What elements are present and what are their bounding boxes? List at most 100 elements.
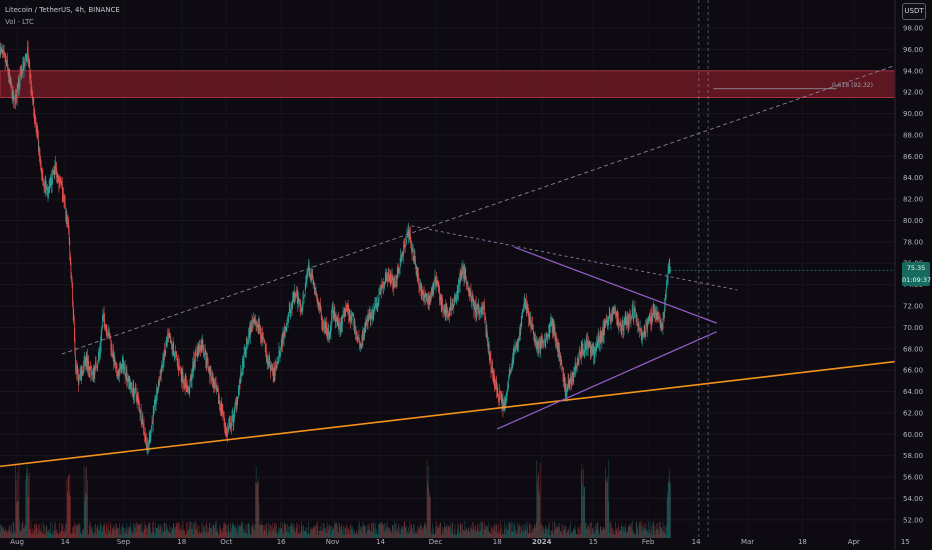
candle-body [617, 315, 619, 320]
volume-bar [132, 534, 133, 538]
candle-body [44, 185, 45, 187]
candle-body [103, 313, 105, 320]
volume-bar [505, 527, 507, 538]
volume-bar [399, 533, 400, 538]
volume-bar [223, 521, 225, 538]
volume-bar [270, 524, 271, 538]
candle-body [655, 313, 657, 320]
volume-bar [281, 529, 283, 538]
volume-bar [127, 527, 129, 538]
volume-bar [3, 526, 4, 538]
candle-body [427, 301, 428, 303]
candle-body [485, 316, 486, 321]
candle-body [262, 332, 263, 340]
volume-bar [615, 521, 616, 538]
volume-bar [430, 531, 432, 538]
volume-bar [466, 528, 467, 538]
candle-body [322, 325, 324, 327]
volume-bar [236, 531, 238, 538]
volume-bar [414, 524, 415, 538]
candle-body [521, 319, 522, 328]
volume-bar [356, 534, 358, 538]
candle-body [528, 312, 530, 321]
candle-body [126, 371, 127, 378]
volume-bar [204, 525, 206, 538]
candle-body [451, 302, 453, 309]
volume-bar [634, 533, 635, 538]
volume-bar [80, 534, 82, 538]
candle-body [423, 292, 424, 301]
candle-body [75, 366, 77, 368]
candle-body [292, 297, 294, 309]
volume-bar [39, 528, 41, 538]
candle-body [17, 84, 19, 91]
volume-bar [587, 526, 589, 538]
volume-bar [642, 526, 643, 538]
volume-bar [66, 478, 68, 538]
volume-bar [432, 522, 434, 538]
candle-body [28, 61, 30, 67]
volume-bar [449, 527, 450, 538]
candle-body [7, 60, 8, 67]
candle-body [0, 48, 1, 56]
candle-body [236, 400, 238, 405]
candle-body [298, 298, 300, 301]
volume-bar [526, 530, 527, 538]
volume-bar [415, 530, 417, 538]
candle-body [609, 312, 611, 317]
candle-body [45, 181, 47, 189]
candle-body [139, 403, 140, 412]
volume-bar [489, 532, 491, 538]
volume-bar [571, 531, 572, 538]
candle-body [149, 436, 151, 441]
volume-bar [437, 526, 439, 538]
volume-bar [631, 522, 632, 538]
candle-body [288, 312, 290, 321]
candle-body [446, 304, 447, 314]
candle-body [635, 312, 637, 320]
volume-bar [407, 531, 408, 538]
candle-body [78, 375, 79, 384]
volume-bar [643, 528, 645, 538]
volume-bar [617, 528, 619, 538]
volume-bar [388, 526, 390, 538]
volume-bar [83, 465, 85, 538]
candle-body [514, 350, 515, 353]
volume-bar [52, 534, 53, 538]
y-tick-label: 82.00 [903, 196, 923, 204]
candle-body [661, 324, 663, 330]
candle-body [489, 356, 491, 358]
candle-body [111, 345, 112, 350]
volume-bar [3, 530, 5, 538]
volume-bar [627, 531, 628, 538]
candle-body [595, 349, 597, 352]
volume-bar [475, 525, 476, 538]
candle-body [563, 373, 564, 383]
candle-body [356, 335, 358, 338]
volume-bar [72, 528, 74, 538]
volume-bar [576, 534, 578, 538]
candle-body [173, 350, 175, 356]
volume-bar [220, 532, 222, 538]
volume-bar [366, 525, 368, 538]
candle-body [427, 295, 429, 303]
volume-bar [496, 523, 498, 538]
volume-bar [283, 521, 285, 538]
y-tick-label: 96.00 [903, 46, 923, 54]
candle-body [668, 267, 670, 269]
candle-body [429, 300, 430, 304]
candle-body [647, 322, 648, 329]
candle-body [521, 317, 523, 320]
candle-body [127, 379, 129, 382]
candle-body [18, 81, 19, 91]
candle-body [453, 303, 454, 307]
currency-button[interactable]: USDT [902, 3, 926, 20]
candle-body [406, 237, 407, 245]
volume-bar [402, 526, 403, 538]
candle-body [534, 334, 535, 342]
candle-body [203, 351, 205, 356]
symbol-title: Litecoin / TetherUS, 4h, BINANCE [5, 6, 120, 14]
volume-bar [258, 502, 260, 538]
volume-bar [91, 532, 93, 538]
